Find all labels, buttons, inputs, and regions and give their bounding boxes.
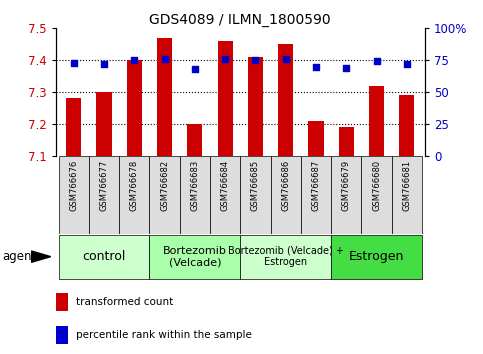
Text: GSM766681: GSM766681 — [402, 160, 412, 211]
Bar — [361, 156, 392, 234]
Bar — [157, 38, 172, 156]
Bar — [127, 60, 142, 156]
Point — [373, 59, 381, 64]
Text: Bortezomib (Velcade) +
Estrogen: Bortezomib (Velcade) + Estrogen — [228, 246, 344, 268]
Text: GSM766684: GSM766684 — [221, 160, 229, 211]
Bar — [369, 86, 384, 156]
Text: agent: agent — [2, 250, 37, 263]
Point — [312, 64, 320, 69]
Bar — [187, 124, 202, 156]
Bar — [309, 121, 324, 156]
Bar — [331, 156, 361, 234]
Bar — [56, 293, 69, 311]
Bar — [66, 98, 81, 156]
Bar — [270, 156, 301, 234]
Point — [282, 56, 290, 62]
Bar — [58, 156, 89, 234]
Point — [161, 56, 169, 62]
Text: GSM766685: GSM766685 — [251, 160, 260, 211]
Bar — [331, 235, 422, 279]
Text: GSM766678: GSM766678 — [130, 160, 139, 211]
Bar — [399, 95, 414, 156]
Text: GSM766679: GSM766679 — [342, 160, 351, 211]
Bar — [339, 127, 354, 156]
Bar — [97, 92, 112, 156]
Point — [342, 65, 350, 71]
Bar — [119, 156, 149, 234]
Text: GSM766680: GSM766680 — [372, 160, 381, 211]
Text: Bortezomib
(Velcade): Bortezomib (Velcade) — [163, 246, 227, 268]
Bar — [241, 156, 270, 234]
Text: Estrogen: Estrogen — [349, 250, 404, 263]
Point — [403, 61, 411, 67]
Point — [221, 56, 229, 62]
Point — [252, 57, 259, 63]
Polygon shape — [31, 251, 51, 262]
Title: GDS4089 / ILMN_1800590: GDS4089 / ILMN_1800590 — [149, 13, 331, 27]
Point — [130, 57, 138, 63]
Bar — [301, 156, 331, 234]
Text: GSM766682: GSM766682 — [160, 160, 169, 211]
Point — [70, 60, 78, 65]
Bar — [241, 235, 331, 279]
Bar — [278, 44, 293, 156]
Bar — [56, 326, 69, 344]
Bar — [149, 235, 241, 279]
Bar — [248, 57, 263, 156]
Text: GSM766687: GSM766687 — [312, 160, 321, 211]
Bar — [58, 235, 149, 279]
Bar — [89, 156, 119, 234]
Point — [100, 61, 108, 67]
Text: control: control — [82, 250, 126, 263]
Bar — [210, 156, 241, 234]
Text: GSM766683: GSM766683 — [190, 160, 199, 211]
Bar — [392, 156, 422, 234]
Text: GSM766677: GSM766677 — [99, 160, 109, 211]
Point — [191, 66, 199, 72]
Bar — [217, 41, 233, 156]
Bar — [149, 156, 180, 234]
Bar — [180, 156, 210, 234]
Text: GSM766676: GSM766676 — [69, 160, 78, 211]
Text: transformed count: transformed count — [76, 297, 173, 307]
Text: percentile rank within the sample: percentile rank within the sample — [76, 330, 252, 340]
Text: GSM766686: GSM766686 — [281, 160, 290, 211]
